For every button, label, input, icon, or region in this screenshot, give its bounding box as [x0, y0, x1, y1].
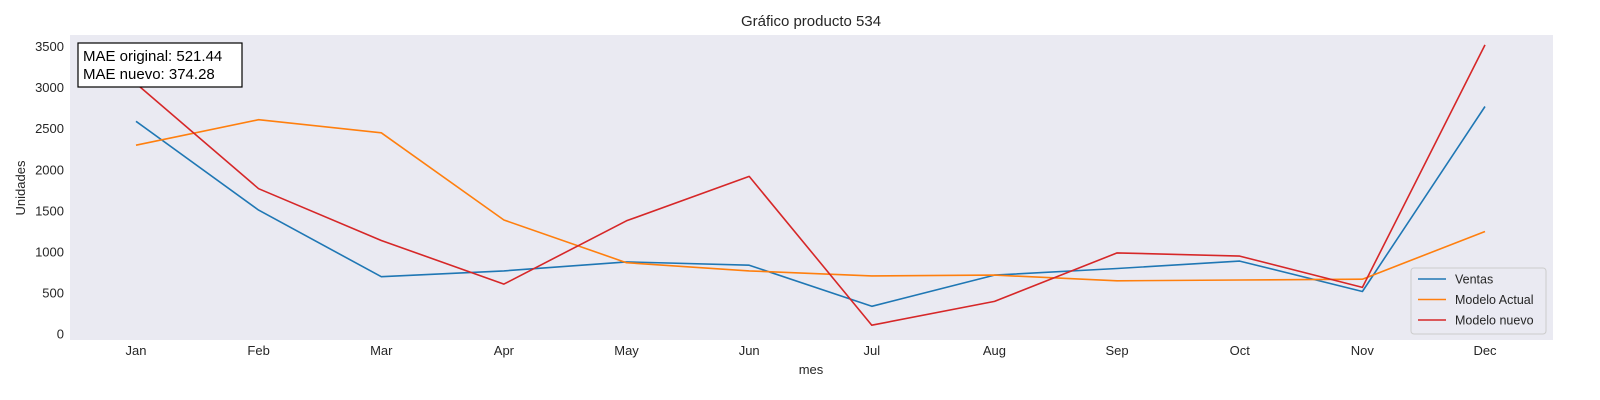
y-tick-label: 1000: [35, 245, 64, 260]
series-line-2: [135, 118, 1486, 282]
x-tick-label: Apr: [494, 343, 515, 358]
legend: Ventas Modelo Actual Modelo nuevo: [1410, 267, 1547, 335]
x-tick-label: Nov: [1351, 343, 1375, 358]
annotation-line-nuevo: MAE nuevo: 374.28: [83, 66, 215, 83]
x-tick-label: Dec: [1473, 343, 1497, 358]
y-axis-ticks: 0 500 1000 1500 2000 2500 3000 3500: [35, 39, 64, 342]
series-lines: [135, 44, 1486, 327]
x-tick-label: Sep: [1106, 343, 1129, 358]
legend-label: Ventas: [1455, 273, 1493, 287]
y-tick-label: 500: [42, 286, 64, 301]
x-tick-label: May: [614, 343, 639, 358]
y-tick-label: 2500: [35, 121, 64, 136]
legend-frame: [1410, 267, 1547, 335]
legend-label: Modelo Actual: [1455, 293, 1534, 307]
x-tick-label: Jun: [739, 343, 760, 358]
x-axis-ticks: Jan Feb Mar Apr May Jun Jul Aug Sep Oct Nov Dec: [126, 343, 1498, 358]
plot-area: [70, 35, 1553, 340]
x-tick-label: Feb: [247, 343, 269, 358]
x-tick-label: Oct: [1230, 343, 1251, 358]
x-tick-label: Mar: [370, 343, 393, 358]
y-tick-label: 2000: [35, 162, 64, 177]
y-tick-label: 1500: [35, 203, 64, 218]
chart-title: Gráfico producto 534: [741, 13, 881, 30]
series-line-1: [135, 106, 1486, 308]
y-tick-label: 3500: [35, 39, 64, 54]
y-tick-label: 0: [57, 327, 64, 342]
legend-label: Modelo nuevo: [1455, 314, 1534, 328]
y-tick-label: 3000: [35, 80, 64, 95]
y-axis-label: Unidades: [13, 160, 28, 215]
x-tick-label: Jul: [864, 343, 881, 358]
x-tick-label: Jan: [126, 343, 147, 358]
x-tick-label: Aug: [983, 343, 1006, 358]
x-axis-label: mes: [799, 362, 824, 377]
annotation-line-original: MAE original: 521.44: [83, 48, 222, 65]
mae-annotation-box: MAE original: 521.44 MAE nuevo: 374.28: [77, 42, 243, 88]
annotation-frame: [77, 42, 243, 88]
series-line-3: [135, 44, 1486, 327]
